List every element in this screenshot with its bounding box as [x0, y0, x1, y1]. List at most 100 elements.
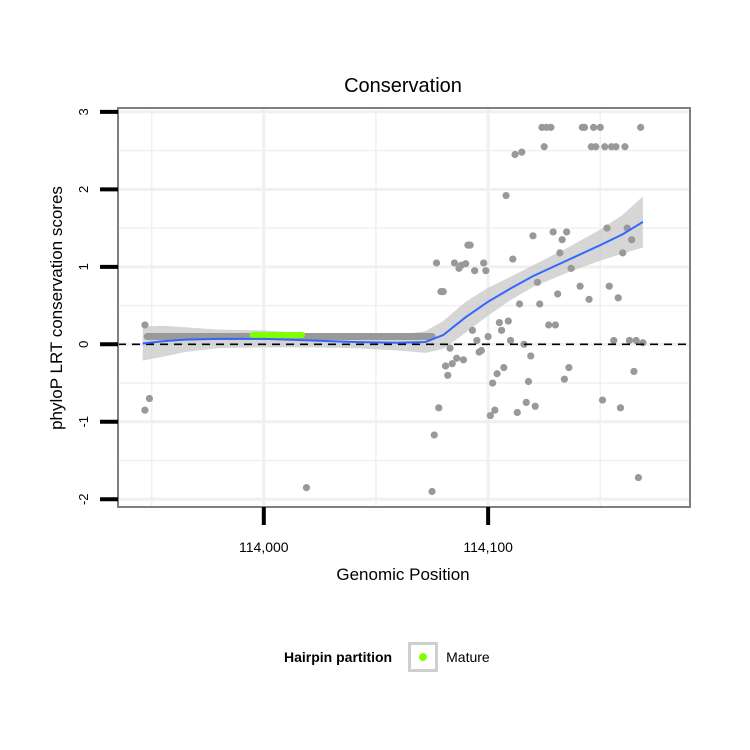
data-point — [639, 339, 647, 347]
data-point — [585, 295, 593, 303]
y-tick-label: -1 — [76, 416, 91, 428]
data-point — [145, 394, 154, 403]
data-point — [589, 123, 598, 131]
y-tick-label: 1 — [76, 263, 91, 270]
data-point — [477, 346, 485, 355]
data-point — [432, 259, 441, 267]
data-point — [551, 321, 560, 329]
data-point — [598, 396, 607, 404]
legend-label-mature: Mature — [446, 649, 490, 665]
data-point — [446, 344, 454, 352]
data-point — [435, 404, 443, 412]
data-point — [533, 278, 542, 286]
y-tick-label: 3 — [76, 108, 91, 115]
data-point — [459, 356, 468, 364]
data-point — [486, 411, 494, 420]
data-point — [567, 264, 575, 272]
x-tick-label: 114,000 — [239, 539, 289, 555]
data-point — [444, 371, 452, 379]
data-point — [513, 408, 521, 417]
x-tick-label: 114,100 — [463, 539, 513, 555]
data-point — [430, 431, 438, 439]
data-point — [439, 288, 447, 296]
data-point — [601, 143, 609, 151]
data-point — [610, 336, 618, 345]
chart-title: Conservation — [344, 75, 462, 97]
data-point — [522, 398, 530, 407]
data-point — [603, 224, 611, 232]
data-point — [524, 377, 533, 386]
data-point — [614, 294, 622, 302]
data-point — [473, 336, 481, 345]
data-point — [518, 148, 526, 156]
data-point — [428, 487, 436, 496]
data-point — [596, 123, 604, 131]
data-point — [554, 290, 562, 298]
data-point — [547, 123, 555, 131]
data-point — [495, 319, 503, 327]
data-point — [637, 123, 645, 131]
data-point — [529, 232, 537, 240]
data-point — [549, 228, 557, 236]
data-point — [141, 321, 149, 329]
data-point — [612, 143, 620, 151]
data-point — [441, 362, 450, 370]
data-point — [616, 404, 625, 412]
y-tick-label: 2 — [76, 186, 91, 193]
data-point — [558, 236, 566, 244]
legend: Hairpin partition Mature — [284, 640, 490, 674]
data-point — [621, 143, 629, 151]
mature-dot-icon — [419, 653, 428, 661]
data-point — [531, 402, 539, 410]
data-point — [497, 326, 506, 334]
data-point — [448, 360, 456, 368]
data-point — [560, 375, 568, 383]
plot-background — [118, 108, 690, 507]
data-point — [471, 267, 479, 275]
legend-title: Hairpin partition — [284, 649, 393, 665]
data-point — [632, 336, 640, 345]
data-point — [545, 321, 553, 329]
data-point — [493, 370, 501, 378]
plot-area: -2 -1 0 1 2 3 114,000 114,100 — [76, 107, 691, 555]
data-point — [450, 259, 459, 267]
data-point — [484, 332, 492, 341]
data-point — [625, 336, 634, 345]
data-point — [536, 300, 544, 308]
data-point — [480, 259, 488, 267]
data-point — [502, 191, 510, 200]
data-point — [605, 282, 613, 290]
data-point — [634, 473, 643, 482]
plot-border — [117, 107, 691, 508]
legend-key-mature — [408, 642, 439, 672]
data-point — [482, 267, 490, 275]
data-point — [302, 484, 311, 492]
data-point — [565, 363, 573, 372]
y-tick-label: -2 — [76, 493, 91, 505]
data-point — [489, 379, 497, 387]
data-point — [628, 236, 636, 244]
data-point — [491, 406, 499, 414]
data-point — [462, 260, 470, 268]
data-point — [576, 282, 584, 290]
data-point — [630, 367, 638, 376]
data-point — [619, 249, 627, 257]
y-axis-label: phyloP LRT conservation scores — [47, 186, 66, 430]
data-point — [515, 300, 524, 308]
data-point — [500, 363, 508, 372]
data-point — [511, 150, 519, 159]
data-point — [453, 354, 461, 362]
data-point — [466, 241, 474, 249]
data-point — [506, 336, 515, 345]
data-point — [141, 406, 149, 414]
data-point — [527, 352, 535, 360]
data-point — [509, 255, 517, 263]
data-point — [540, 143, 548, 151]
data-point — [580, 123, 589, 131]
smooth-fit-line — [142, 221, 644, 345]
data-point — [504, 317, 512, 325]
data-point — [592, 143, 600, 151]
x-axis-label: Genomic Position — [336, 565, 469, 584]
y-tick-label: 0 — [76, 341, 91, 348]
